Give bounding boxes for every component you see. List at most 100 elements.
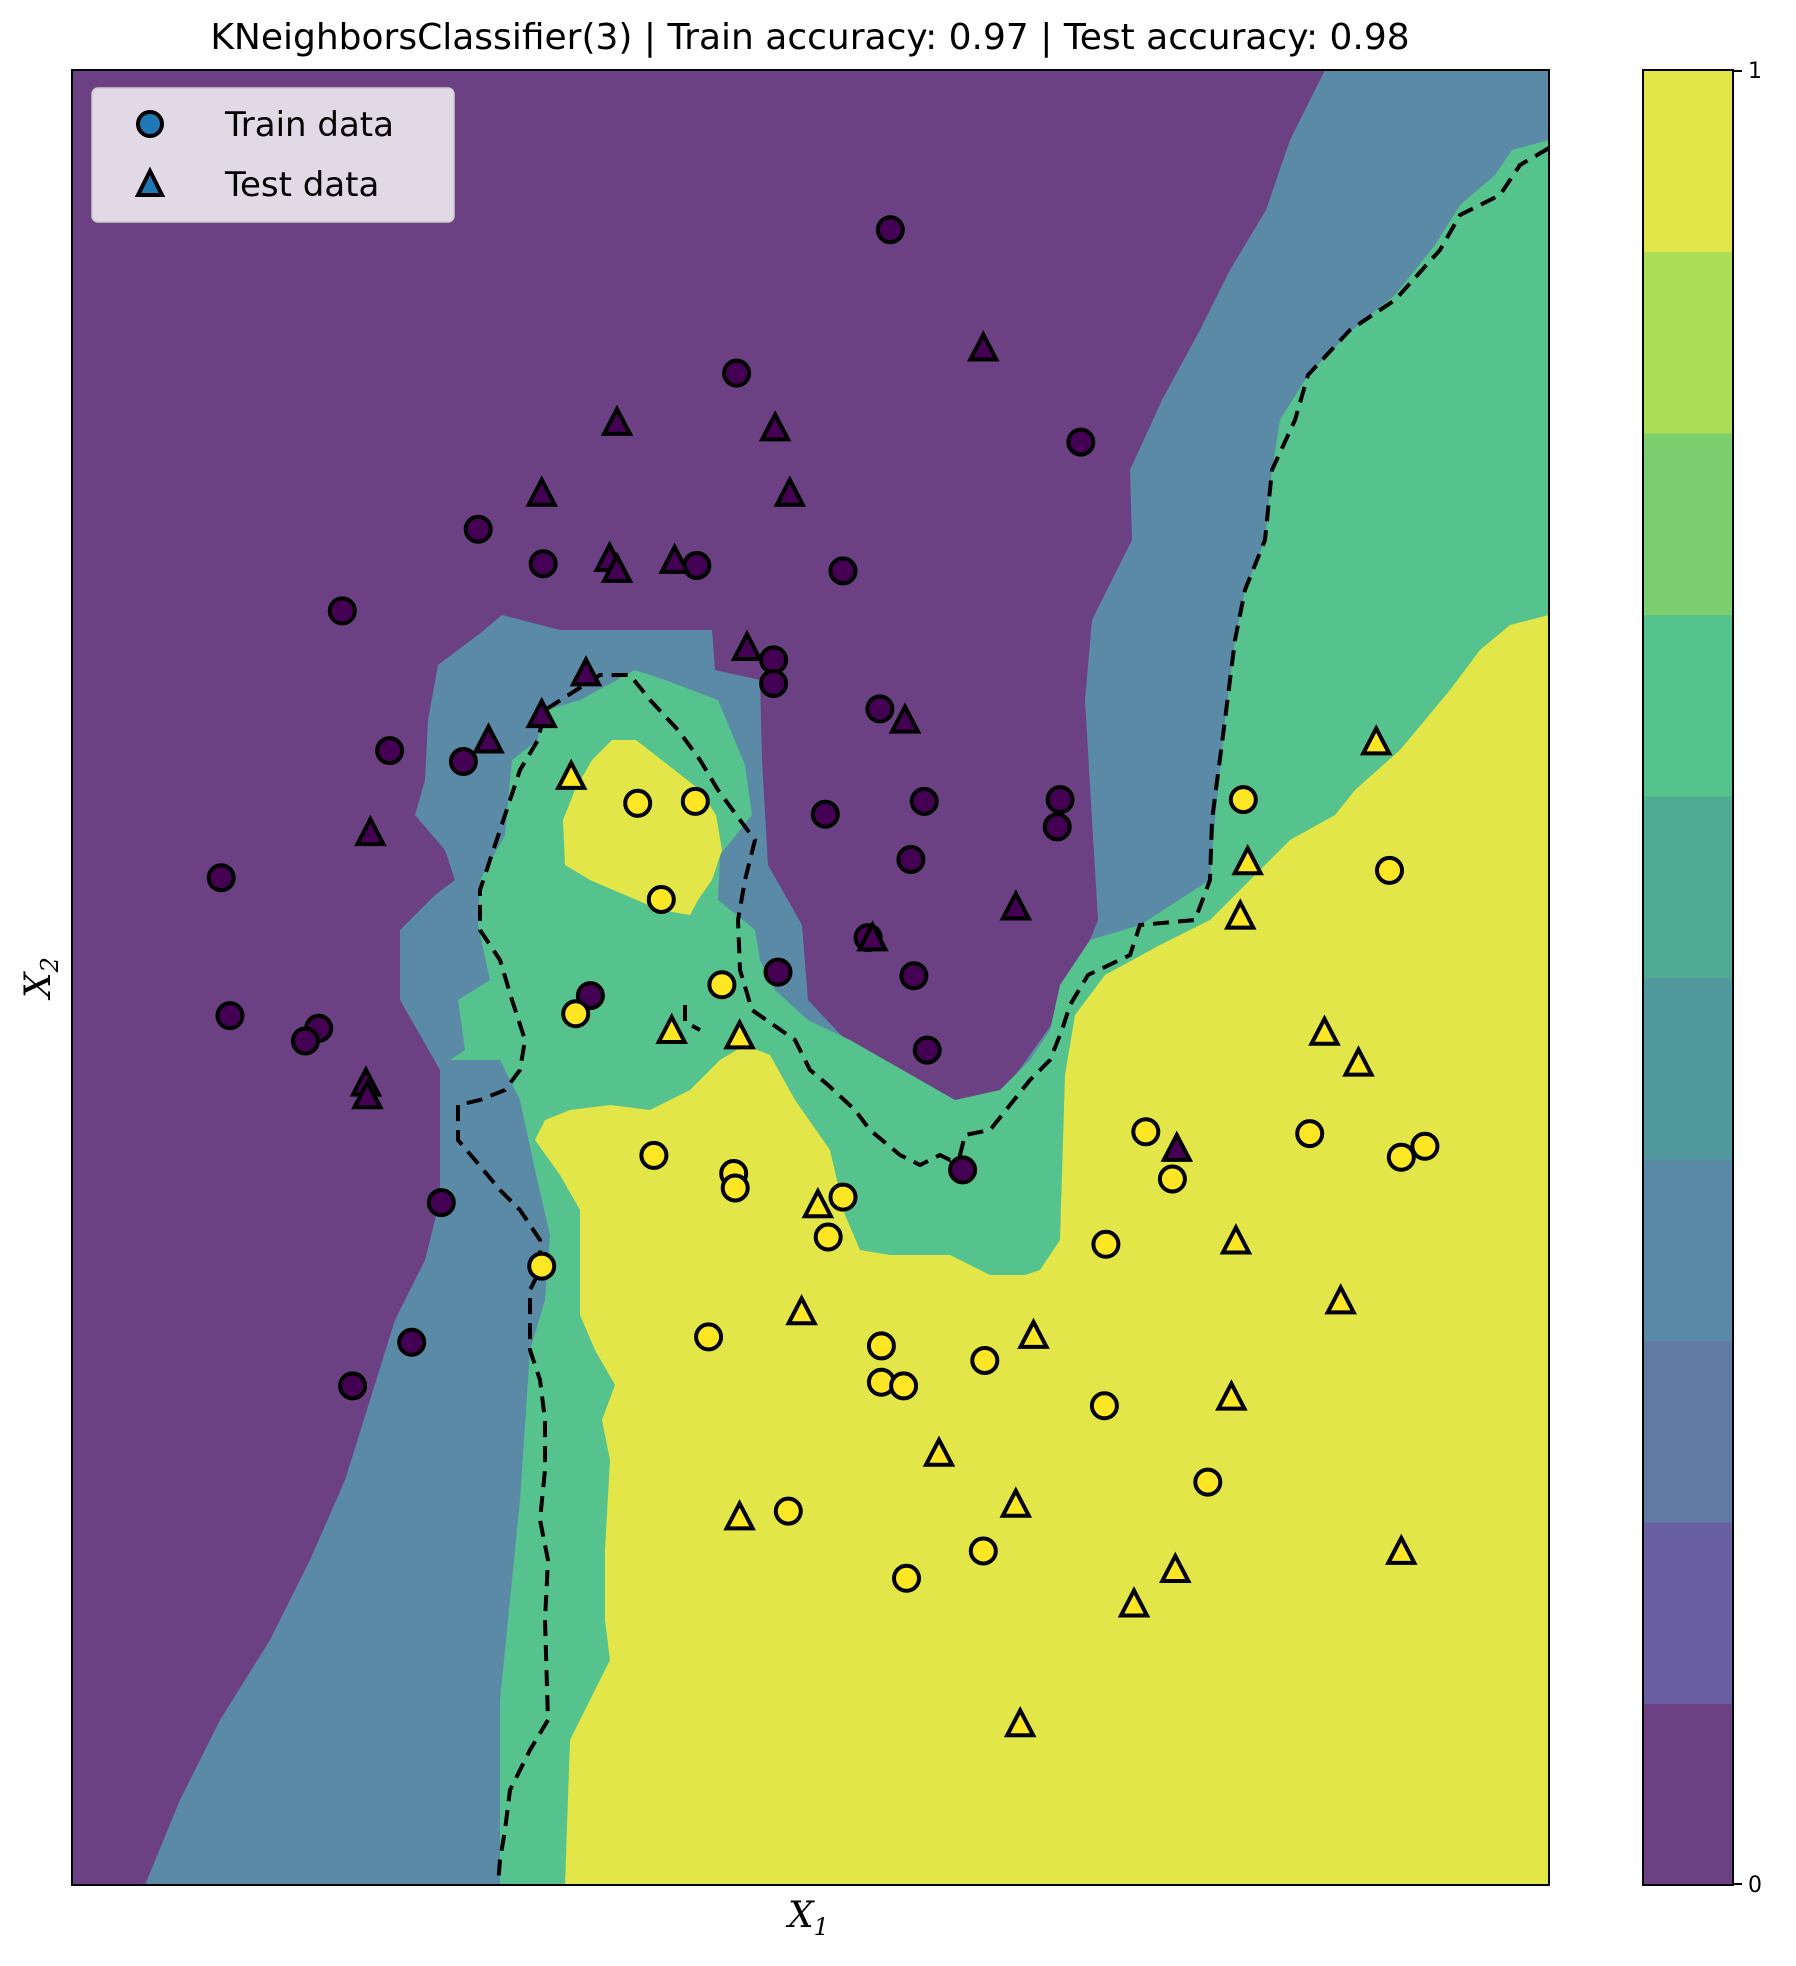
test-point xyxy=(1342,1045,1375,1077)
train-point xyxy=(759,645,789,675)
test-point xyxy=(1215,1379,1248,1411)
test-point xyxy=(1017,1317,1050,1349)
train-point xyxy=(828,556,858,586)
test-point xyxy=(758,410,792,442)
test-point xyxy=(1385,1533,1418,1565)
train-point xyxy=(639,1140,669,1170)
train-point xyxy=(426,1188,456,1218)
train-point xyxy=(680,786,710,816)
region-class1-island xyxy=(563,740,722,915)
chart-title: KNeighborsClassifier(3) | Train accuracy… xyxy=(210,17,1409,58)
train-point xyxy=(575,981,605,1011)
train-point xyxy=(1228,785,1258,815)
train-point xyxy=(1375,855,1404,885)
train-point xyxy=(875,215,905,245)
train-point xyxy=(206,863,236,893)
train-point xyxy=(1193,1467,1223,1497)
test-point xyxy=(856,920,889,952)
train-point xyxy=(912,1035,942,1065)
colorbar-levels xyxy=(1643,70,1733,1886)
test-point xyxy=(801,1186,835,1219)
train-point xyxy=(909,786,939,816)
train-point xyxy=(720,1173,750,1203)
train-point xyxy=(866,1331,896,1361)
train-point xyxy=(561,999,591,1029)
test-point xyxy=(1117,1586,1151,1618)
train-point xyxy=(1157,1164,1187,1194)
train-point xyxy=(707,970,737,1000)
train-point xyxy=(722,358,752,388)
test-point xyxy=(525,696,558,729)
colorbar-tick-label-max: 1 xyxy=(1748,59,1762,84)
train-point xyxy=(397,1327,427,1357)
train-point xyxy=(889,1371,919,1401)
test-point xyxy=(723,1499,756,1531)
test-point xyxy=(723,1018,756,1050)
train-point xyxy=(773,1496,803,1526)
legend-label-test: Test data xyxy=(224,165,379,205)
test-point xyxy=(600,551,634,583)
train-point xyxy=(527,1251,557,1281)
test-point xyxy=(1160,1130,1194,1162)
train-point xyxy=(1131,1117,1161,1147)
test-point xyxy=(888,702,922,734)
test-point xyxy=(354,814,387,847)
train-point xyxy=(899,961,929,991)
test-point xyxy=(1003,1705,1037,1738)
test-point xyxy=(1324,1283,1357,1315)
train-point xyxy=(1091,1229,1121,1259)
colorbar-level xyxy=(1643,614,1733,797)
colorbar-level xyxy=(1643,433,1733,616)
train-point xyxy=(448,747,478,776)
legend-box xyxy=(91,87,455,223)
train-point xyxy=(375,736,405,766)
train-point xyxy=(968,1536,998,1566)
test-point xyxy=(999,889,1033,921)
colorbar-level xyxy=(1643,1159,1733,1342)
train-point xyxy=(1045,785,1075,815)
test-point xyxy=(525,475,558,507)
plot-area xyxy=(72,70,1549,1885)
train-point xyxy=(813,1222,843,1252)
plot-frame xyxy=(71,69,1550,1886)
test-point xyxy=(967,330,1000,362)
test-point xyxy=(554,758,588,790)
test-point xyxy=(730,629,764,661)
train-point xyxy=(865,694,895,724)
legend-label-train: Train data xyxy=(224,105,394,145)
y-axis-label: X2 xyxy=(18,957,64,1001)
colorbar-tick-label-min: 0 xyxy=(1748,1873,1762,1898)
test-point xyxy=(472,722,505,754)
legend-marker-test xyxy=(134,166,166,197)
legend-marker-train xyxy=(136,110,164,138)
train-point xyxy=(759,669,789,698)
train-point xyxy=(694,1322,724,1352)
train-point xyxy=(528,549,558,579)
test-point xyxy=(351,1077,384,1110)
test-point xyxy=(773,475,807,507)
train-point xyxy=(1042,812,1072,842)
colorbar-level xyxy=(1643,251,1733,434)
train-point xyxy=(290,1026,320,1056)
train-point xyxy=(970,1346,1000,1375)
train-point xyxy=(623,788,653,818)
train-point xyxy=(215,1001,245,1031)
test-point xyxy=(1231,843,1264,876)
train-point xyxy=(892,1563,921,1593)
test-point xyxy=(1159,1551,1192,1583)
test-point xyxy=(569,655,603,687)
colorbar-level xyxy=(1643,70,1733,253)
train-point xyxy=(763,957,793,987)
test-point xyxy=(655,1012,688,1044)
colorbar-level xyxy=(1643,977,1733,1160)
train-point xyxy=(463,514,493,544)
train-point xyxy=(1410,1131,1440,1161)
legend: Train data Test data xyxy=(91,87,455,223)
test-point xyxy=(999,1486,1033,1518)
train-point xyxy=(1066,427,1096,457)
colorbar-level xyxy=(1643,796,1733,979)
test-point xyxy=(658,542,691,574)
test-point xyxy=(922,1435,956,1467)
colorbar-level xyxy=(1643,1522,1733,1705)
